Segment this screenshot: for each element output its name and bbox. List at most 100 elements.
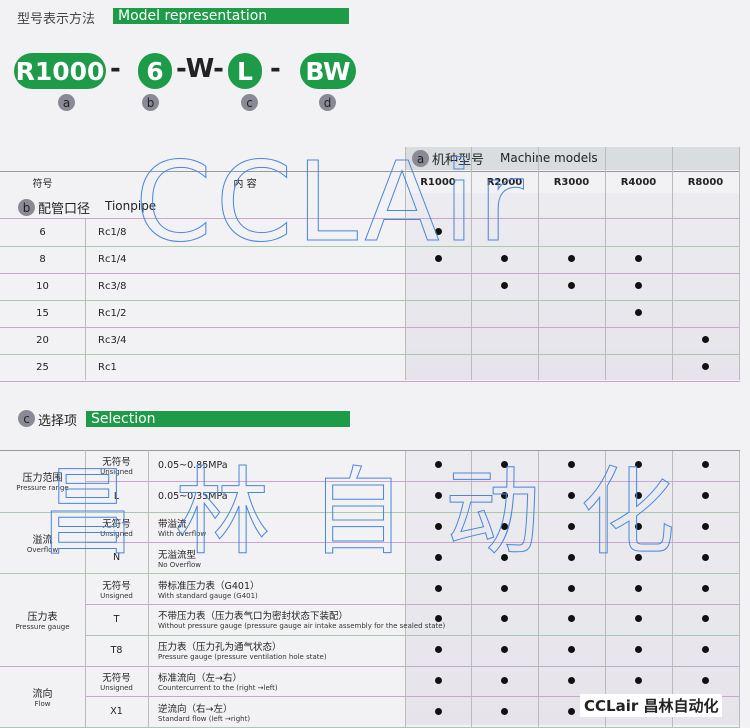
row-line [85, 696, 740, 698]
availability-dot [702, 336, 709, 343]
pipe-cn: 配管口径 [38, 202, 91, 217]
availability-dot [435, 492, 442, 500]
availability-dot [501, 282, 508, 289]
code-sep: -W- [176, 54, 224, 84]
code-part: R1000 [14, 53, 106, 89]
row-line [85, 604, 740, 605]
symbol-en: Unsigned [100, 468, 133, 477]
availability-dot [702, 553, 709, 561]
content: 标准流向（左→右） [158, 672, 242, 684]
availability-dot [568, 646, 575, 654]
availability-dot [635, 523, 642, 530]
symbol-en: Unsigned [100, 683, 133, 692]
code-sep: - [110, 54, 121, 84]
pipe-content: Rc1/8 [98, 227, 127, 238]
row-line [0, 218, 740, 219]
symbol-cell: 无符号 Unsigned [85, 666, 148, 697]
symbol-cell: 无符号 Unsigned [85, 450, 148, 481]
availability-dot [568, 461, 575, 469]
symbol-cell: 无符号 Unsigned [85, 573, 148, 604]
availability-dot [702, 677, 709, 684]
content-cell: 0.05~0.35MPa [158, 481, 403, 512]
row-line [0, 450, 740, 451]
col-line [739, 147, 740, 380]
models-marker: a [412, 150, 429, 167]
availability-dot [501, 707, 508, 715]
availability-dot [501, 584, 508, 592]
symbol-en: Unsigned [100, 529, 133, 538]
group-cell: 流向 Flow [0, 666, 85, 728]
availability-dot [501, 646, 508, 654]
availability-dot [435, 553, 442, 561]
col-line [739, 450, 740, 728]
row-line [0, 381, 740, 382]
availability-dot [635, 309, 642, 316]
content-en: Countercurrent to the (right →left) [158, 683, 278, 692]
models-en: Machine models [500, 151, 598, 165]
availability-dot [635, 646, 642, 654]
symbol-en: Unsigned [100, 591, 133, 600]
content-en: With overflow [158, 529, 207, 538]
availability-dot [501, 553, 508, 561]
col-line [405, 147, 406, 380]
pipe-en: Tionpipe [105, 199, 157, 213]
sel-marker: c [18, 410, 35, 427]
symbol: X1 [110, 706, 123, 718]
pipe-content: Rc3/4 [98, 335, 127, 346]
availability-dot [568, 523, 575, 530]
title-en: Model representation [113, 8, 349, 24]
col-line [148, 450, 149, 728]
content: 0.05~0.35MPa [158, 490, 228, 502]
availability-dot [435, 461, 442, 469]
content: 带标准压力表（G401） [158, 580, 260, 592]
availability-dot [702, 461, 709, 469]
pipe-symbol: 25 [36, 362, 49, 373]
group-cell: 溢流 Overflow [0, 512, 85, 574]
sel-cn: 选择项 [38, 414, 78, 429]
symbol: T8 [110, 644, 123, 656]
group-en: Pressure gauge [15, 622, 70, 631]
content-cell: 压力表（压力孔为通气状态） Pressure gauge (pressure ve… [158, 635, 403, 666]
content-en: Standard flow (left →right) [158, 714, 251, 723]
content-cell: 0.05~0.85MPa [158, 450, 403, 481]
availability-dot [568, 282, 575, 289]
row-line [0, 327, 740, 328]
pipe-symbol: 8 [39, 254, 46, 265]
col-line [672, 450, 673, 728]
availability-dot [501, 492, 508, 500]
model-column: R2000 [486, 176, 523, 188]
model-column: R3000 [553, 176, 590, 188]
availability-dot [635, 282, 642, 289]
symbol-cell: 无符号 Unsigned [85, 512, 148, 543]
pipe-symbol: 15 [36, 308, 49, 319]
availability-dot [501, 255, 508, 262]
model-column: R1000 [420, 176, 456, 188]
availability-dot [635, 492, 642, 500]
pipe-content: Rc1 [98, 362, 117, 373]
availability-dot [568, 677, 575, 684]
model-column: R8000 [687, 176, 724, 188]
availability-dot [501, 677, 508, 684]
content-cell: 不带压力表（压力表气口为密封状态下装配） Without pressure gau… [158, 604, 445, 635]
row-line [0, 573, 740, 575]
content: 逆流向（右→左） [158, 703, 233, 715]
availability-dot [435, 646, 442, 654]
content-cell: 带标准压力表（G401） With standard gauge (G401) [158, 573, 403, 604]
symbol: T [113, 613, 120, 625]
symbol-cell: X1 [85, 696, 148, 727]
content-en: No Overflow [158, 560, 201, 569]
code-part: 6 [138, 53, 172, 89]
availability-dot [501, 615, 508, 623]
availability-dot [435, 707, 442, 715]
model-column: R4000 [620, 176, 657, 188]
pipe-content: Rc1/4 [98, 254, 127, 265]
pipe-symbol: 6 [39, 227, 46, 238]
pipe-symbol: 10 [36, 281, 49, 292]
availability-dot [568, 707, 575, 715]
row-line [0, 511, 740, 513]
group-en: Overflow [26, 545, 59, 554]
sel-en: Selection [86, 411, 350, 427]
code-marker: d [319, 94, 336, 111]
symbol-cell: N [85, 542, 148, 573]
content-cell: 逆流向（右→左） Standard flow (left →right) [158, 696, 403, 727]
